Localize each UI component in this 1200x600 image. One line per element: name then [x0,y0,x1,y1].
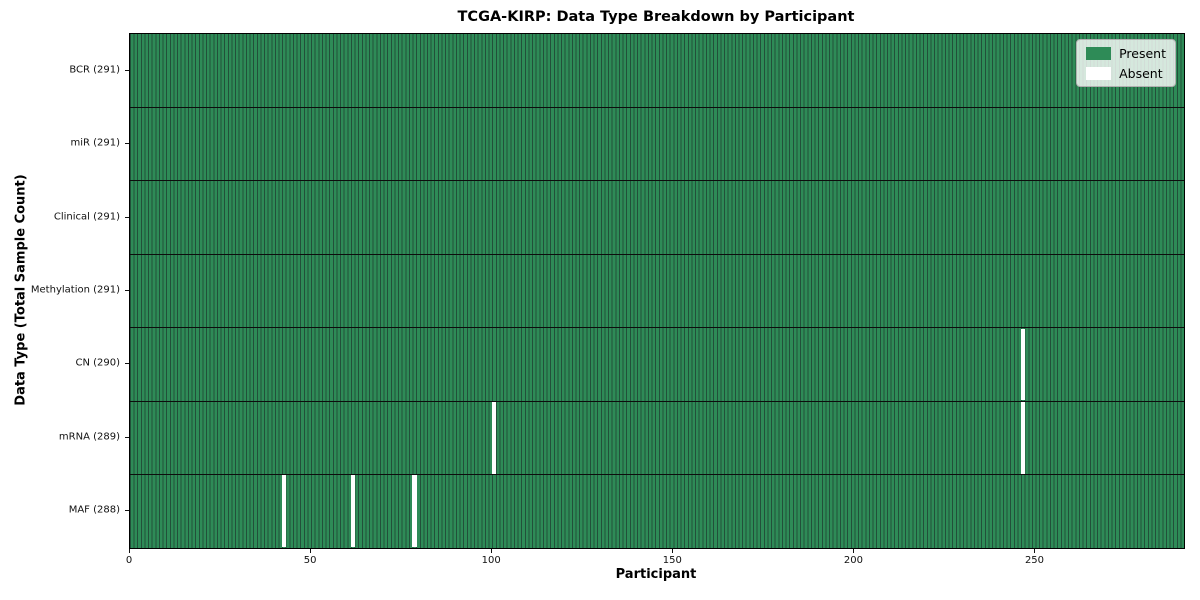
legend: Present Absent [1076,39,1176,87]
y-tick-mark [125,69,129,71]
plot-area: Present Absent [129,33,1185,549]
legend-label-absent: Absent [1119,65,1163,81]
row-boundary-line [130,327,1184,329]
y-tick-label-miR: miR (291) [70,137,120,149]
x-tick-mark [491,548,493,553]
absent-cell-MAF-78 [412,475,417,548]
absent-cell-MAF-61 [350,475,355,548]
y-tick-mark [125,290,129,291]
x-tick-mark [1034,548,1036,553]
y-tick-label-Clinical: Clinical (291) [53,211,120,223]
x-tick-mark [853,548,855,553]
x-tick-mark [310,548,312,553]
x-tick-label-250: 250 [1024,554,1045,566]
y-tick-mark [125,436,129,438]
y-tick-label-MAF: MAF (288) [68,504,120,516]
row-boundary-line [130,253,1184,255]
absent-cell-mRNA-246 [1020,401,1026,474]
absent-swatch-icon [1086,66,1112,80]
x-tick-label-0: 0 [125,554,133,566]
absent-cell-CN-246 [1020,328,1026,401]
y-tick-label-BCR: BCR (291) [69,64,120,76]
y-tick-label-mRNA: mRNA (289) [58,431,120,443]
x-tick-label-200: 200 [843,554,863,566]
x-tick-mark [672,548,674,553]
y-tick-label-CN: CN (290) [75,357,120,369]
chart-title: TCGA-KIRP: Data Type Breakdown by Partic… [457,9,855,25]
legend-item-absent: Absent [1086,65,1166,81]
y-tick-mark [125,216,129,218]
y-tick-mark [125,363,129,365]
y-axis: BCR (291) miR (291) Clinical (291) Methylat… [0,33,129,547]
row-boundary-line [130,400,1184,402]
row-boundary-line [130,106,1184,109]
x-tick-mark [129,548,130,553]
x-tick-label-100: 100 [481,554,501,566]
legend-item-present: Present [1086,45,1166,61]
x-tick-label-50: 50 [303,554,317,566]
row-boundary-line [130,474,1184,476]
y-tick-label-Methylation: Methylation (291) [30,284,120,296]
legend-label-present: Present [1119,45,1166,61]
y-tick-mark [125,143,129,145]
y-tick-mark [125,510,129,512]
present-swatch-icon [1086,46,1112,60]
absent-cell-MAF-42 [281,475,287,548]
absent-cell-mRNA-100 [491,401,497,474]
row-boundary-line [130,180,1184,182]
x-axis: 0 50 100 150 200 250 [125,548,1183,573]
x-axis-title: Participant [615,567,697,582]
x-tick-label-150: 150 [662,554,682,566]
